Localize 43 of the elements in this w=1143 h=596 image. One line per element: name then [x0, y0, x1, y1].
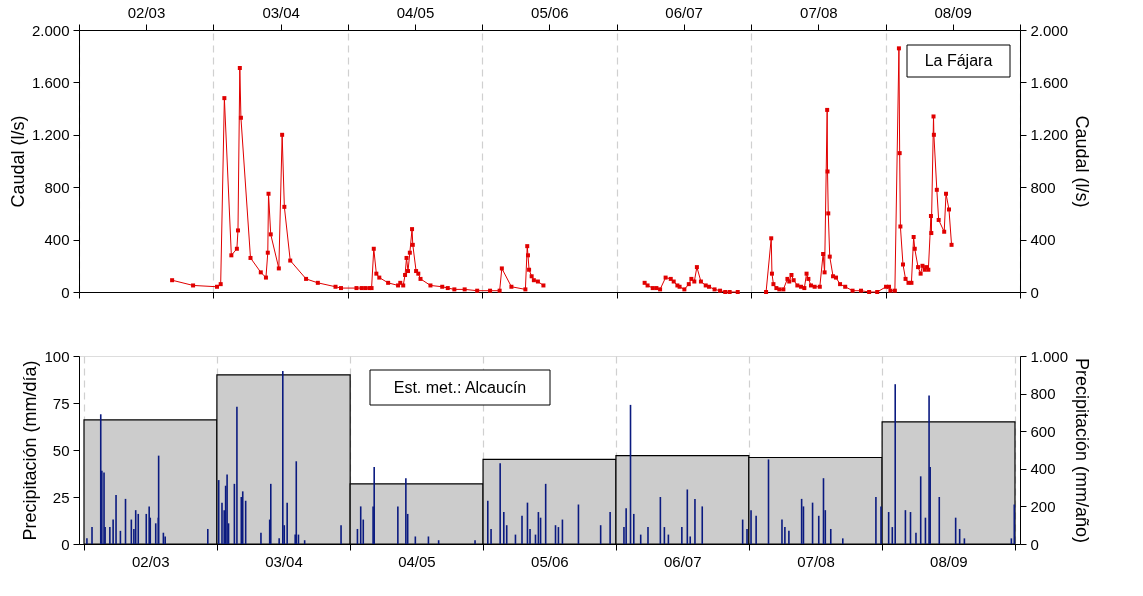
y-tick-label: 0 [61, 283, 70, 301]
annotation: La Fájara [924, 52, 993, 69]
y-tick-label: 75 [52, 394, 70, 412]
y2-tick-label: 1.200 [1030, 126, 1069, 144]
y-tick-label: 1.200 [31, 126, 70, 144]
x-tick-label: 05/06 [531, 3, 569, 21]
y2-axis-title: Caudal (l/s) [1072, 115, 1093, 208]
y2-tick-label: 400 [1030, 460, 1056, 478]
y2-tick-label: 600 [1030, 422, 1056, 440]
x-tick-label: 07/08 [797, 552, 835, 570]
x-tick-label: 04/05 [396, 3, 435, 21]
annotation: Est. met.: Alcaucín [393, 378, 527, 396]
y-tick-label: 50 [52, 441, 70, 459]
y-tick-label: 800 [44, 178, 70, 196]
y-tick-label: 2.000 [31, 21, 70, 39]
y2-tick-label: 400 [1030, 231, 1056, 249]
y2-axis-title: Precipitación (mm/año) [1072, 357, 1093, 544]
x-tick-label: 03/04 [265, 552, 303, 570]
y-axis-title: Precipitación (mm/día) [20, 360, 41, 541]
x-tick-label: 05/06 [531, 552, 569, 570]
y2-tick-label: 800 [1030, 178, 1056, 196]
y2-tick-label: 800 [1030, 385, 1056, 403]
y2-tick-label: 0 [1030, 283, 1039, 301]
x-tick-label: 06/07 [663, 552, 702, 570]
y-tick-label: 25 [52, 488, 70, 506]
x-tick-label: 07/08 [800, 3, 838, 21]
y-axis-title: Caudal (l/s) [7, 115, 28, 208]
x-tick-label: 06/07 [665, 3, 703, 21]
y2-tick-label: 1.600 [1030, 73, 1069, 91]
x-tick-label: 08/09 [934, 3, 972, 21]
y-tick-label: 400 [44, 231, 70, 249]
x-tick-label: 04/05 [398, 552, 436, 570]
x-tick-label: 02/03 [127, 3, 166, 21]
x-tick-label: 08/09 [930, 552, 968, 570]
y-tick-label: 0 [61, 535, 70, 553]
y-tick-label: 100 [44, 347, 70, 365]
y2-tick-label: 0 [1030, 535, 1039, 553]
y2-tick-label: 1.000 [1030, 347, 1069, 365]
y2-tick-label: 2.000 [1030, 21, 1069, 39]
y2-tick-label: 200 [1030, 497, 1056, 515]
y-tick-label: 1.600 [31, 73, 70, 91]
x-tick-label: 02/03 [131, 552, 170, 570]
x-tick-label: 03/04 [262, 3, 300, 21]
